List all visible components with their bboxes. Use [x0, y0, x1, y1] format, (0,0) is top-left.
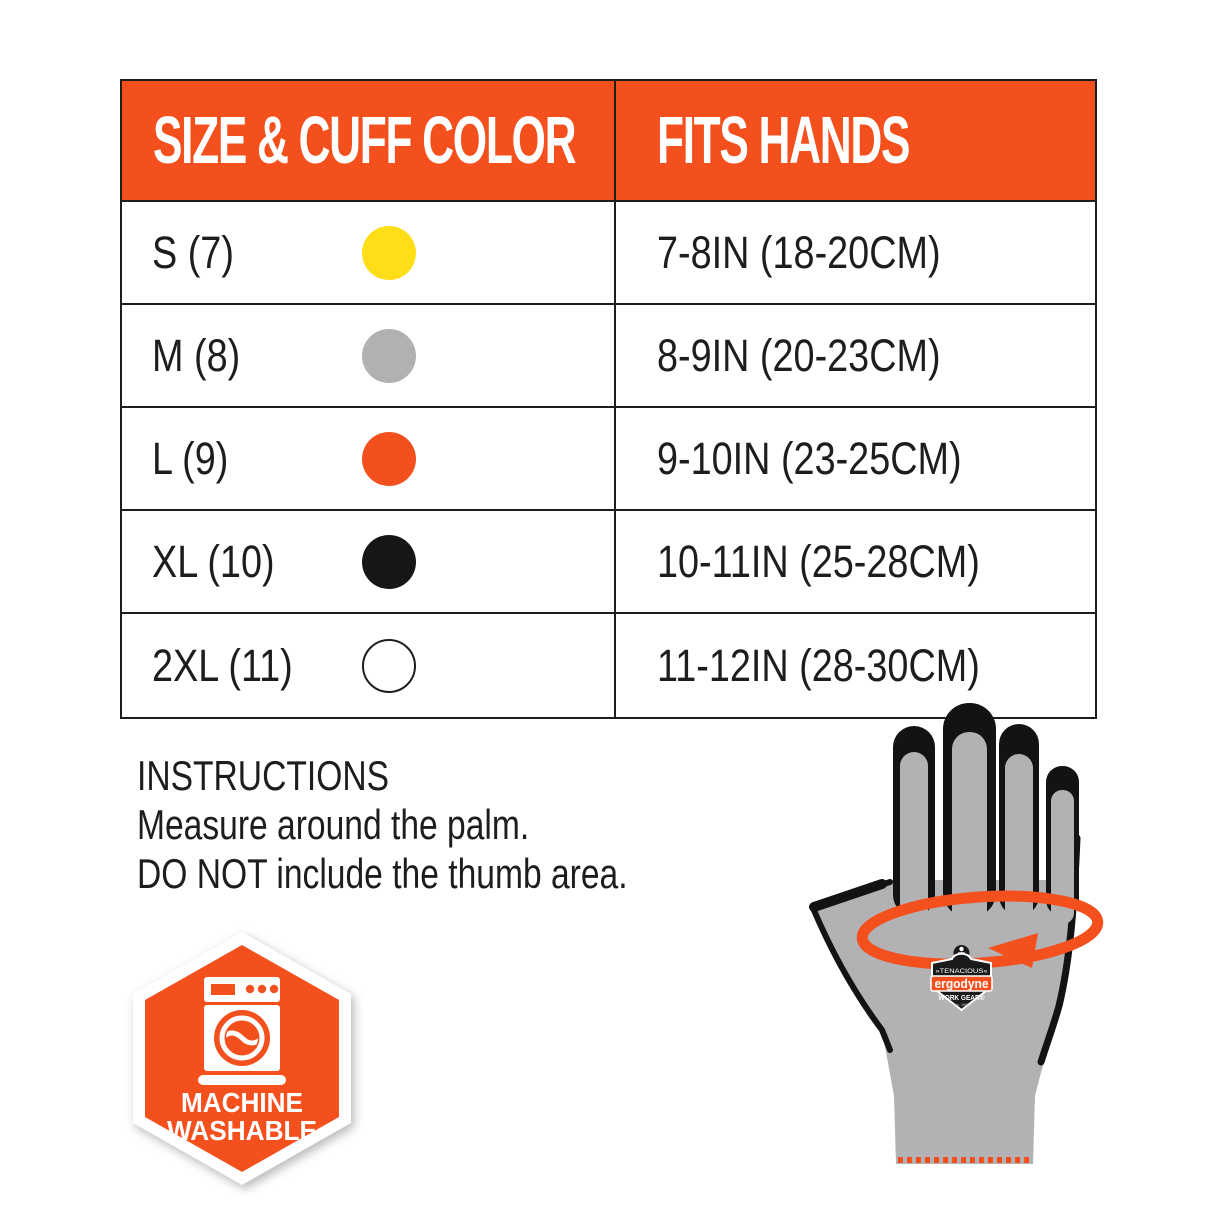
- header-cell-size-cuff-color: SIZE & CUFF COLOR: [122, 81, 616, 200]
- glove-palm: [813, 880, 1077, 1164]
- instructions-block: INSTRUCTIONS Measure around the palm. DO…: [137, 752, 750, 899]
- fits-hands-label: 11-12IN (28-30CM): [657, 639, 980, 691]
- instructions-title: INSTRUCTIONS: [137, 752, 389, 799]
- machine-washable-badge: MACHINE WASHABLE: [133, 932, 351, 1185]
- badge-label-line-1: MACHINE: [181, 1087, 303, 1118]
- cuff-color-swatch: [362, 431, 416, 486]
- size-label: 2XL (11): [152, 639, 293, 691]
- glove-illustration: »TENACIOUS« ergodyne WORK GEAR® est. 198…: [808, 703, 1104, 1164]
- logo-tagline-top: »TENACIOUS«: [936, 968, 988, 975]
- instruction-line-2: DO NOT include the thumb area.: [137, 850, 628, 897]
- fits-hands-label: 10-11IN (25-28CM): [657, 535, 980, 587]
- cuff-color-swatch: [362, 225, 416, 280]
- fits-hands-label: 9-10IN (23-25CM): [657, 432, 962, 484]
- logo-est: est. 1983: [953, 1002, 970, 1007]
- size-label: XL (10): [152, 535, 275, 587]
- glove-thumb-edge: [808, 879, 893, 1053]
- header-label: FITS HANDS: [657, 103, 910, 178]
- ergodyne-logo: »TENACIOUS« ergodyne WORK GEAR® est. 198…: [930, 945, 993, 1012]
- table-row: L (9) 9-10IN (23-25CM): [122, 408, 1095, 511]
- header-label: SIZE & CUFF COLOR: [153, 103, 577, 178]
- glove-fingers: [900, 732, 1074, 934]
- size-chart-table: SIZE & CUFF COLOR FITS HANDS S (7) 7-8IN…: [120, 79, 1097, 719]
- table-row: M (8) 8-9IN (20-23CM): [122, 305, 1095, 408]
- size-label: S (7): [152, 226, 234, 278]
- table-header-row: SIZE & CUFF COLOR FITS HANDS: [122, 81, 1095, 202]
- logo-tagline-bottom: WORK GEAR®: [939, 993, 985, 1002]
- washing-machine-icon: [198, 977, 286, 1085]
- size-label: L (9): [152, 432, 229, 484]
- table-row: S (7) 7-8IN (18-20CM): [122, 202, 1095, 305]
- table-row: XL (10) 10-11IN (25-28CM): [122, 511, 1095, 614]
- header-cell-fits-hands: FITS HANDS: [616, 81, 1095, 200]
- instruction-line-1: Measure around the palm.: [137, 801, 530, 848]
- logo-brand: ergodyne: [935, 977, 989, 991]
- badge-label-line-2: WASHABLE: [167, 1115, 317, 1146]
- glove-thumb-edge-thick: [809, 879, 887, 912]
- table-row: 2XL (11) 11-12IN (28-30CM): [122, 614, 1095, 717]
- fits-hands-label: 8-9IN (20-23CM): [657, 329, 941, 381]
- cuff-color-swatch: [362, 534, 416, 589]
- cuff-color-swatch: [362, 328, 416, 383]
- fits-hands-label: 7-8IN (18-20CM): [657, 226, 941, 278]
- cuff-color-swatch: [362, 638, 416, 693]
- size-label: M (8): [152, 329, 241, 381]
